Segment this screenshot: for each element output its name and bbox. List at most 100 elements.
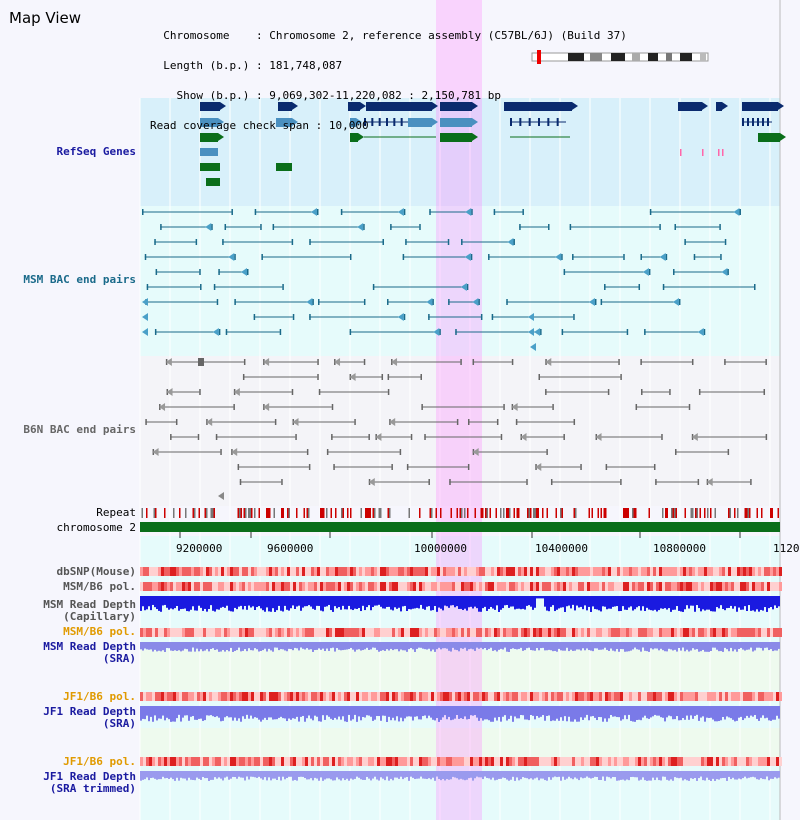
read-depth-bar	[488, 771, 490, 779]
track-label-msm-depth-cap-1[interactable]: MSM Read Depth	[43, 598, 136, 611]
track-label-msm-b6-pol-1[interactable]: MSM/B6 pol.	[63, 580, 136, 593]
read-depth-bar	[730, 642, 732, 648]
track-label-msm-depth-sra-1[interactable]: MSM Read Depth	[43, 640, 136, 653]
read-depth-bar	[476, 771, 478, 777]
polymorphism-cell	[575, 582, 578, 591]
repeat-element	[627, 508, 629, 518]
polymorphism-cell	[668, 757, 671, 766]
read-depth-bar	[358, 771, 360, 778]
polymorphism-cell	[761, 692, 764, 701]
polymorphism-cell	[362, 757, 365, 766]
read-depth-bar	[686, 706, 688, 716]
polymorphism-cell	[722, 692, 725, 701]
track-label-jf1-depth-trim-1[interactable]: JF1 Read Depth	[43, 770, 136, 783]
read-depth-bar	[754, 642, 756, 651]
read-depth-bar	[350, 706, 352, 721]
repeat-element	[626, 508, 628, 518]
read-depth-bar	[758, 642, 760, 648]
read-depth-bar	[342, 706, 344, 717]
polymorphism-cell	[536, 628, 539, 637]
read-depth-bar	[206, 642, 208, 650]
repeat-element	[389, 508, 391, 518]
read-depth-bar	[428, 706, 430, 716]
read-depth-bar	[690, 706, 692, 716]
read-depth-bar	[748, 706, 750, 718]
track-label-chromosome[interactable]: chromosome 2	[56, 521, 136, 534]
polymorphism-cell	[422, 628, 425, 637]
polymorphism-cell	[686, 692, 689, 701]
read-depth-bar	[436, 642, 438, 650]
repeat-element	[366, 508, 368, 518]
read-depth-bar	[730, 706, 732, 719]
read-depth-bar	[516, 706, 518, 719]
read-depth-bar	[538, 596, 540, 599]
read-depth-bar	[330, 771, 332, 780]
bac-end	[247, 269, 249, 275]
polymorphism-cell	[326, 582, 329, 591]
read-depth-bar	[688, 642, 690, 652]
polymorphism-cell	[227, 757, 230, 766]
read-depth-bar	[296, 596, 298, 607]
polymorphism-cell	[722, 757, 725, 766]
repeat-element	[266, 508, 268, 518]
read-depth-bar	[474, 596, 476, 607]
track-label-dbsnp[interactable]: dbSNP(Mouse)	[56, 565, 136, 578]
polymorphism-cell	[275, 582, 278, 591]
read-depth-bar	[234, 706, 236, 718]
bac-end	[405, 239, 407, 245]
read-depth-bar	[188, 596, 190, 612]
polymorphism-cell	[416, 757, 419, 766]
polymorphism-cell	[269, 692, 272, 701]
read-depth-bar	[476, 706, 478, 718]
track-label-jf1-b6-pol-1[interactable]: JF1/B6 pol.	[63, 690, 136, 703]
repeat-element	[308, 508, 310, 518]
read-depth-bar	[726, 596, 728, 609]
read-depth-bar	[460, 706, 462, 719]
bac-end	[573, 314, 575, 320]
read-depth-bar	[482, 706, 484, 721]
polymorphism-cell	[194, 582, 197, 591]
track-label-refseq[interactable]: RefSeq Genes	[56, 145, 136, 158]
polymorphism-cell	[371, 567, 374, 576]
read-depth-bar	[162, 771, 164, 777]
polymorphism-cell	[284, 628, 287, 637]
track-label-repeat[interactable]: Repeat	[96, 506, 136, 519]
polymorphism-cell	[656, 567, 659, 576]
bac-end-arrow	[310, 208, 317, 216]
polymorphism-cell	[755, 757, 758, 766]
read-depth-bar	[398, 642, 400, 652]
polymorphism-cell	[587, 692, 590, 701]
polymorphism-cell	[662, 757, 665, 766]
polymorphism-cell	[542, 757, 545, 766]
track-label-jf1-b6-pol-2[interactable]: JF1/B6 pol.	[63, 755, 136, 768]
bac-end	[640, 254, 642, 260]
read-depth-bar	[314, 596, 316, 610]
track-label-jf1-depth-sra-1[interactable]: JF1 Read Depth	[43, 705, 136, 718]
polymorphism-cell	[179, 582, 182, 591]
read-depth-bar	[668, 642, 670, 649]
read-depth-bar	[410, 642, 412, 649]
polymorphism-cell	[665, 567, 668, 576]
bac-end-arrow	[212, 328, 219, 336]
read-depth-bar	[646, 642, 648, 652]
read-depth-bar	[158, 642, 160, 651]
show-line: Show (b.p.) : 9,069,302-11,220,082 : 2,1…	[176, 89, 502, 102]
read-depth-bar	[392, 596, 394, 611]
polymorphism-cell	[707, 567, 710, 576]
polymorphism-cell	[167, 582, 170, 591]
repeat-element	[192, 508, 194, 518]
read-depth-bar	[300, 642, 302, 648]
repeat-element	[431, 508, 433, 518]
read-depth-bar	[592, 642, 594, 652]
gene-exon	[767, 118, 769, 126]
track-label-b6n-bac[interactable]: B6N BAC end pairs	[23, 423, 136, 436]
polymorphism-cell	[284, 757, 287, 766]
read-depth-bar	[232, 642, 234, 652]
read-depth-bar	[168, 771, 170, 779]
repeat-element	[243, 508, 245, 518]
read-depth-bar	[594, 771, 596, 777]
track-label-msm-bac[interactable]: MSM BAC end pairs	[23, 273, 136, 286]
track-label-msm-b6-pol-2[interactable]: MSM/B6 pol.	[63, 625, 136, 638]
bac-end	[461, 239, 463, 245]
polymorphism-cell	[206, 692, 209, 701]
